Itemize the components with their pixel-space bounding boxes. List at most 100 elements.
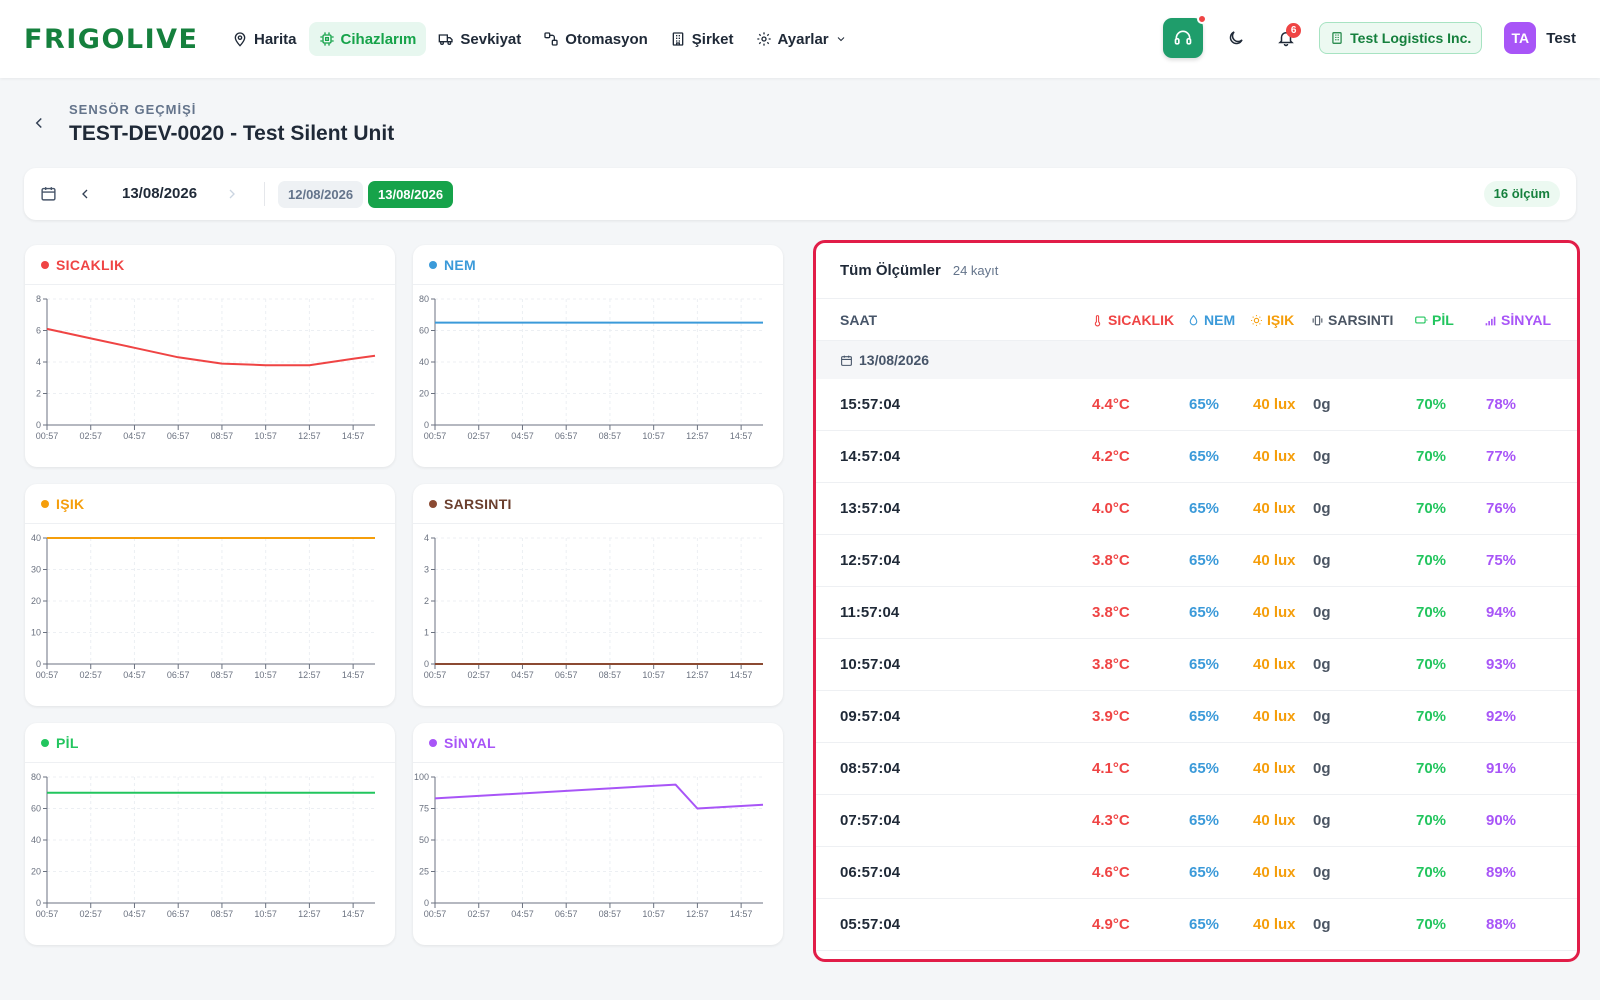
col-signal[interactable]: SİNYAL bbox=[1484, 299, 1551, 341]
cell-humidity: 65% bbox=[1189, 448, 1220, 465]
cell-time: 10:57:04 bbox=[840, 656, 901, 673]
nav-item-harita[interactable]: Harita bbox=[222, 22, 307, 56]
cell-shock: 0g bbox=[1313, 760, 1331, 777]
date-group-row: 13/08/2026 bbox=[816, 341, 1577, 379]
nav-item-sirket[interactable]: Şirket bbox=[660, 22, 744, 56]
table-row[interactable]: 06:57:04 4.6°C 65% 40 lux 0g 70% 89% bbox=[816, 847, 1577, 899]
cell-signal: 92% bbox=[1486, 708, 1517, 725]
y-tick-label: 25 bbox=[419, 867, 429, 877]
cell-light: 40 lux bbox=[1253, 760, 1296, 777]
table-row[interactable]: 07:57:04 4.3°C 65% 40 lux 0g 70% 90% bbox=[816, 795, 1577, 847]
chart-card-shock: SARSINTI 0 1 2 3 4 00:57 02:57 04:57 06:57 08:57 1… bbox=[413, 484, 783, 706]
col-humidity[interactable]: NEM bbox=[1187, 299, 1235, 341]
notification-count-badge: 6 bbox=[1286, 23, 1302, 38]
cell-light: 40 lux bbox=[1253, 708, 1296, 725]
nav-item-label: Cihazlarım bbox=[340, 30, 417, 48]
y-tick-label: 2 bbox=[424, 596, 429, 606]
current-date[interactable]: 13/08/2026 bbox=[122, 185, 198, 202]
col-label: IŞIK bbox=[1267, 312, 1295, 328]
table-row[interactable]: 11:57:04 3.8°C 65% 40 lux 0g 70% 94% bbox=[816, 587, 1577, 639]
col-time[interactable]: SAAT bbox=[840, 299, 877, 341]
nav-item-cihazlarim[interactable]: Cihazlarım bbox=[308, 22, 427, 56]
chart-title-text: IŞIK bbox=[56, 495, 85, 512]
y-tick-label: 80 bbox=[31, 772, 41, 782]
y-tick-label: 6 bbox=[36, 326, 41, 336]
previous-day-button[interactable] bbox=[77, 186, 93, 202]
cell-time: 06:57:04 bbox=[840, 864, 901, 881]
x-tick-label: 12:57 bbox=[298, 909, 321, 919]
back-button[interactable] bbox=[30, 114, 48, 138]
col-label: SİNYAL bbox=[1501, 312, 1552, 328]
table-row[interactable]: 13:57:04 4.0°C 65% 40 lux 0g 70% 76% bbox=[816, 483, 1577, 535]
x-tick-label: 04:57 bbox=[123, 909, 146, 919]
chart-title: SİNYAL bbox=[413, 723, 783, 763]
support-status-dot bbox=[1197, 14, 1208, 24]
chart-title: PİL bbox=[25, 723, 395, 763]
table-row[interactable]: 09:57:04 3.9°C 65% 40 lux 0g 70% 92% bbox=[816, 691, 1577, 743]
y-tick-label: 50 bbox=[419, 835, 429, 845]
cell-time: 15:57:04 bbox=[840, 396, 901, 413]
cell-battery: 70% bbox=[1416, 448, 1447, 465]
cell-time: 08:57:04 bbox=[840, 760, 901, 777]
cell-signal: 76% bbox=[1486, 500, 1517, 517]
calendar-icon[interactable] bbox=[40, 185, 57, 202]
table-row[interactable]: 08:57:04 4.1°C 65% 40 lux 0g 70% 91% bbox=[816, 743, 1577, 795]
nav-item-ayarlar[interactable]: Ayarlar bbox=[746, 22, 857, 56]
col-label: PİL bbox=[1432, 312, 1454, 328]
x-tick-label: 02:57 bbox=[467, 909, 490, 919]
cell-temperature: 4.4°C bbox=[1092, 396, 1130, 413]
table-row[interactable]: 05:57:04 4.9°C 65% 40 lux 0g 70% 88% bbox=[816, 899, 1577, 951]
col-temperature[interactable]: SICAKLIK bbox=[1091, 299, 1174, 341]
user-menu[interactable]: TA Test bbox=[1504, 22, 1576, 54]
next-day-button[interactable] bbox=[224, 186, 240, 202]
x-tick-label: 08:57 bbox=[211, 670, 234, 680]
x-tick-label: 08:57 bbox=[211, 431, 234, 441]
cell-shock: 0g bbox=[1313, 448, 1331, 465]
cell-light: 40 lux bbox=[1253, 396, 1296, 413]
cell-temperature: 3.9°C bbox=[1092, 708, 1130, 725]
chevron-left-icon bbox=[35, 117, 42, 129]
droplets-icon bbox=[1189, 314, 1198, 325]
date-chip-13[interactable]: 13/08/2026 bbox=[368, 181, 454, 208]
col-label: SICAKLIK bbox=[1108, 312, 1175, 328]
table-row[interactable]: 10:57:04 3.8°C 65% 40 lux 0g 70% 93% bbox=[816, 639, 1577, 691]
sun-icon bbox=[1251, 314, 1262, 326]
date-filter-bar: 13/08/2026 12/08/2026 13/08/2026 16 ölçü… bbox=[24, 168, 1576, 220]
cell-signal: 78% bbox=[1486, 396, 1517, 413]
col-light[interactable]: IŞIK bbox=[1250, 299, 1294, 341]
y-tick-label: 0 bbox=[36, 659, 41, 669]
table-row[interactable]: 14:57:04 4.2°C 65% 40 lux 0g 70% 77% bbox=[816, 431, 1577, 483]
company-name: Test Logistics Inc. bbox=[1350, 30, 1472, 46]
x-tick-label: 04:57 bbox=[123, 670, 146, 680]
date-chip-12[interactable]: 12/08/2026 bbox=[278, 181, 364, 208]
theme-toggle-button[interactable] bbox=[1219, 21, 1253, 55]
chart-card-temperature: SICAKLIK 0 2 4 6 8 00:57 02:57 04:57 06:57 08:57 1… bbox=[25, 245, 395, 467]
nav-item-otomasyon[interactable]: Otomasyon bbox=[533, 22, 658, 56]
cell-light: 40 lux bbox=[1253, 656, 1296, 673]
cell-time: 09:57:04 bbox=[840, 708, 901, 725]
cell-battery: 70% bbox=[1416, 916, 1447, 933]
company-selector[interactable]: Test Logistics Inc. bbox=[1319, 22, 1483, 54]
table-row[interactable]: 12:57:04 3.8°C 65% 40 lux 0g 70% 75% bbox=[816, 535, 1577, 587]
nav-item-sevkiyat[interactable]: Sevkiyat bbox=[428, 22, 531, 56]
cell-temperature: 3.8°C bbox=[1092, 656, 1130, 673]
col-battery[interactable]: PİL bbox=[1414, 299, 1454, 341]
frigolive-logo[interactable]: FRIGOLIVE bbox=[24, 24, 199, 55]
y-tick-label: 100 bbox=[414, 772, 429, 782]
signal-bars-icon bbox=[1485, 316, 1496, 325]
nav-item-label: Şirket bbox=[691, 30, 734, 48]
cell-light: 40 lux bbox=[1253, 812, 1296, 829]
calendar-icon bbox=[841, 355, 852, 366]
notifications-button[interactable]: 6 bbox=[1269, 21, 1303, 55]
support-button[interactable] bbox=[1163, 14, 1208, 58]
table-row[interactable]: 15:57:04 4.4°C 65% 40 lux 0g 70% 78% bbox=[816, 379, 1577, 431]
y-tick-label: 40 bbox=[419, 357, 429, 367]
col-shock[interactable]: SARSINTI bbox=[1311, 299, 1393, 341]
cell-battery: 70% bbox=[1416, 604, 1447, 621]
x-tick-label: 12:57 bbox=[686, 431, 709, 441]
x-tick-label: 10:57 bbox=[642, 909, 665, 919]
temperature-chart: 0 2 4 6 8 00:57 02:57 04:57 06:57 08:57 10:57 12:57… bbox=[36, 294, 376, 441]
x-tick-label: 06:57 bbox=[555, 670, 578, 680]
cell-temperature: 4.2°C bbox=[1092, 448, 1130, 465]
x-tick-label: 10:57 bbox=[642, 670, 665, 680]
